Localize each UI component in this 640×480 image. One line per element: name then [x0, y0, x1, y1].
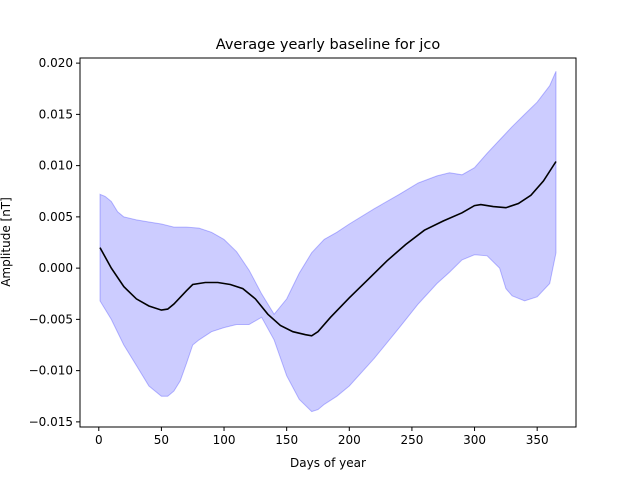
confidence-band	[99, 71, 557, 413]
mean-line	[99, 161, 557, 337]
y-tick-label: 0.020	[39, 56, 73, 70]
y-tick-label: 0.010	[39, 159, 73, 173]
x-tick-label: 250	[400, 433, 423, 447]
y-tick-label: −0.010	[29, 364, 73, 378]
x-tick-label: 150	[275, 433, 298, 447]
y-tick-label: −0.005	[29, 312, 73, 326]
x-tick-label: 300	[463, 433, 486, 447]
x-tick-label: 50	[154, 433, 169, 447]
x-axis-title: Days of year	[290, 456, 366, 470]
y-tick-label: 0.005	[39, 210, 73, 224]
x-tick-label: 0	[95, 433, 103, 447]
x-axis: 0 50 100 150 200 250 300 350	[95, 427, 549, 447]
plot-area	[99, 71, 557, 413]
y-axis: −0.015 −0.010 −0.005 0.000 0.005 0.010 0.015 0.…	[29, 56, 80, 429]
plot-frame	[79, 57, 577, 428]
chart-title: Average yearly baseline for jco	[216, 37, 441, 53]
y-axis-title: Amplitude [nT]	[0, 197, 13, 287]
y-tick-label: 0.000	[39, 261, 73, 275]
x-tick-label: 100	[213, 433, 236, 447]
y-tick-label: 0.015	[39, 107, 73, 121]
y-tick-label: −0.015	[29, 415, 73, 429]
x-tick-label: 200	[338, 433, 361, 447]
x-tick-label: 350	[526, 433, 549, 447]
